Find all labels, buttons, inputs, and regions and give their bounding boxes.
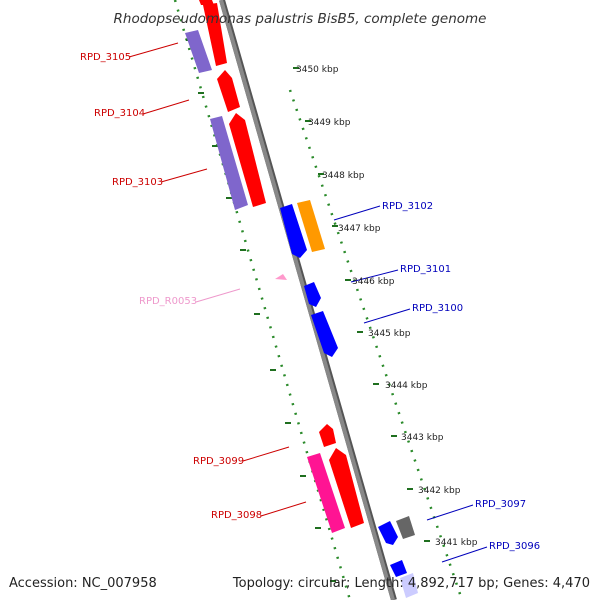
gene-blue-3100 bbox=[311, 311, 338, 357]
gene-label-rpd-3102[interactable]: RPD_3102 bbox=[382, 201, 433, 212]
connector-rpd-r0053 bbox=[195, 288, 241, 303]
gene-gray-3097 bbox=[396, 516, 415, 539]
gene-purple-3103 bbox=[210, 116, 248, 210]
gene-blue-3096 bbox=[390, 560, 407, 577]
connector-rpd-3101 bbox=[350, 269, 399, 283]
gene-label-rpd-3100[interactable]: RPD_3100 bbox=[412, 303, 463, 314]
scale-label: 3450 kbp bbox=[296, 65, 339, 75]
gene-purple-3105 bbox=[185, 30, 212, 73]
scale-label: 3441 kbp bbox=[435, 538, 478, 548]
scale-label: 3447 kbp bbox=[338, 224, 381, 234]
connector-rpd-3099 bbox=[242, 446, 290, 462]
gene-red-3099 bbox=[319, 424, 336, 447]
scale-label: 3449 kbp bbox=[308, 118, 351, 128]
gene-label-rpd-3105[interactable]: RPD_3105 bbox=[80, 52, 131, 63]
gene-orange-3102 bbox=[297, 200, 325, 252]
gene-magenta-3098 bbox=[307, 453, 345, 533]
scale-label: 3445 kbp bbox=[368, 329, 411, 339]
gene-label-rpd-3104[interactable]: RPD_3104 bbox=[94, 108, 145, 119]
connector-rpd-3098 bbox=[260, 501, 307, 517]
tick-line-right bbox=[288, 89, 464, 600]
connector-rpd-3104 bbox=[142, 99, 190, 115]
gene-label-rpd-3096[interactable]: RPD_3096 bbox=[489, 541, 540, 552]
gene-red-3105 bbox=[203, 3, 227, 66]
scale-label: 3443 kbp bbox=[401, 433, 444, 443]
scale-label: 3448 kbp bbox=[322, 171, 365, 181]
rna-r0053 bbox=[275, 274, 287, 280]
topology-text: Topology: circular; Length: 4,892,717 bp… bbox=[232, 576, 590, 591]
gene-red-3103 bbox=[229, 113, 266, 207]
backbone bbox=[219, 0, 395, 600]
gene-features bbox=[185, 0, 418, 598]
gene-label-rpd-3101[interactable]: RPD_3101 bbox=[400, 264, 451, 275]
gene-red-top bbox=[199, 0, 214, 5]
scale-label: 3446 kbp bbox=[352, 277, 395, 287]
gene-blue-3097 bbox=[378, 521, 398, 545]
connector-rpd-3096 bbox=[441, 546, 488, 563]
scale-label: 3442 kbp bbox=[418, 486, 461, 496]
gene-labels: RPD_3105 RPD_3104 RPD_3103 RPD_R0053 RPD… bbox=[80, 52, 540, 552]
accession-text: Accession: NC_007958 bbox=[9, 576, 157, 591]
gene-label-rpd-r0053[interactable]: RPD_R0053 bbox=[139, 296, 197, 307]
gene-red-3098 bbox=[329, 448, 364, 528]
gene-blue-3102 bbox=[280, 204, 307, 258]
gene-blue-3101 bbox=[304, 282, 321, 307]
map-title: Rhodopseudomonas palustris BisB5, comple… bbox=[114, 11, 487, 27]
connector-rpd-3102 bbox=[333, 205, 381, 221]
connector-rpd-3105 bbox=[128, 42, 179, 58]
scale-label: 3444 kbp bbox=[385, 381, 428, 391]
connector-rpd-3100 bbox=[363, 308, 411, 324]
gene-label-rpd-3103[interactable]: RPD_3103 bbox=[112, 177, 163, 188]
left-label-connectors bbox=[128, 42, 307, 517]
gene-label-rpd-3097[interactable]: RPD_3097 bbox=[475, 499, 526, 510]
scale-labels: 3450 kbp 3449 kbp 3448 kbp 3447 kbp 3446… bbox=[296, 65, 478, 548]
connector-rpd-3103 bbox=[160, 168, 208, 183]
right-label-connectors bbox=[333, 205, 488, 563]
gene-red-3104 bbox=[217, 70, 240, 112]
tick-line-left bbox=[173, 0, 352, 600]
connector-rpd-3097 bbox=[426, 504, 474, 521]
gene-lavender-3096 bbox=[400, 573, 418, 598]
gene-label-rpd-3098[interactable]: RPD_3098 bbox=[211, 510, 262, 521]
gene-label-rpd-3099[interactable]: RPD_3099 bbox=[193, 456, 244, 467]
